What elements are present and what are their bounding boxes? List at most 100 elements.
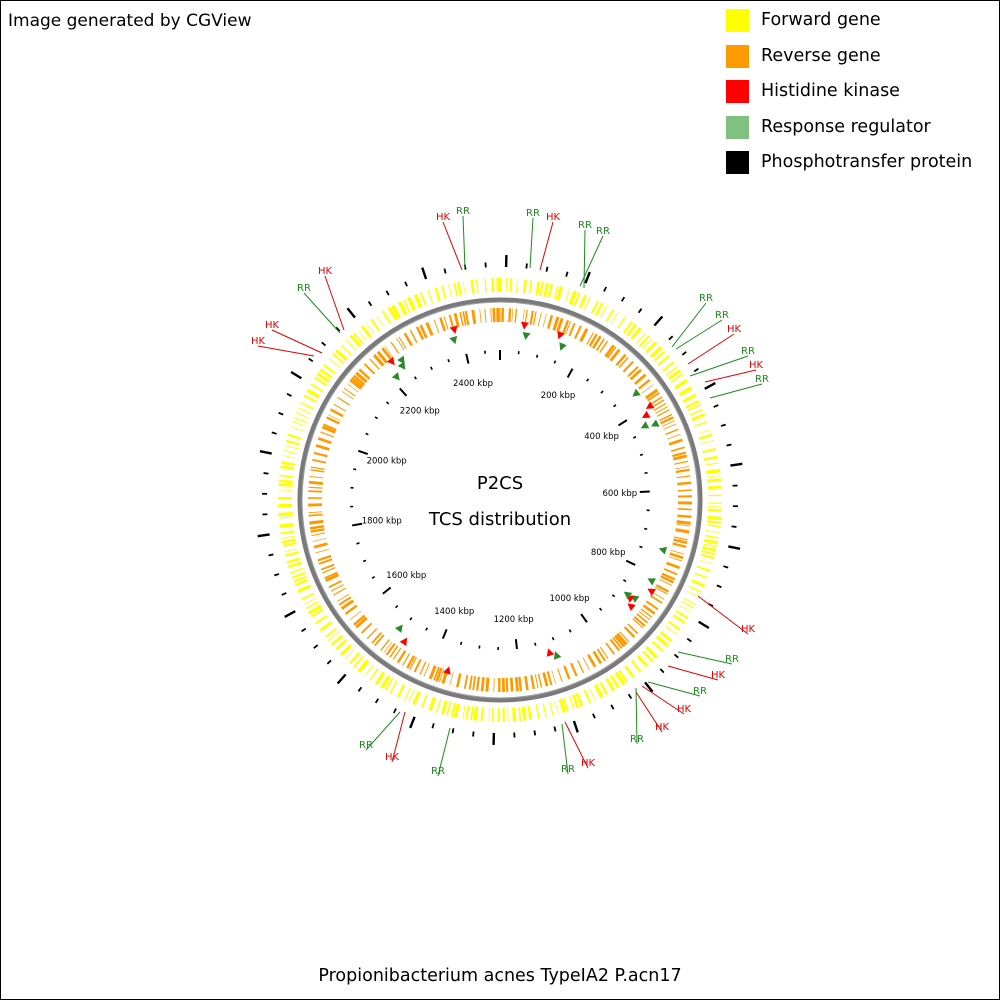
reverse-gene: [627, 365, 639, 378]
histidine-kinase-marker: [443, 666, 451, 675]
forward-gene: [697, 429, 711, 435]
histidine-kinase-marker: [647, 588, 656, 596]
reverse-gene: [485, 677, 490, 692]
forward-gene: [694, 572, 709, 579]
reverse-gene: [663, 568, 678, 576]
forward-gene: [278, 516, 293, 519]
reverse-gene: [529, 310, 534, 325]
forward-gene: [282, 455, 297, 459]
reverse-gene: [439, 668, 445, 683]
ruler-major-tick: [465, 353, 470, 364]
forward-gene: [605, 308, 615, 322]
callout-line: [697, 595, 749, 635]
reverse-gene: [352, 374, 366, 386]
response-regulator-marker: [397, 361, 406, 370]
ruler-minor-tick: [374, 416, 379, 420]
reverse-gene: [341, 390, 354, 400]
callout-line: [442, 221, 463, 271]
response-regulator-marker: [391, 372, 400, 381]
outer-tick: [637, 308, 643, 314]
reverse-gene: [355, 616, 368, 629]
forward-gene: [434, 287, 441, 302]
outer-tick: [278, 411, 284, 416]
ruler-minor-tick: [425, 627, 428, 631]
outer-tick: [374, 698, 380, 704]
forward-gene: [678, 386, 693, 397]
outer-tick: [720, 423, 726, 427]
forward-gene: [328, 358, 341, 368]
reverse-gene: [449, 671, 454, 686]
forward-gene: [645, 646, 658, 659]
outer-tick: [421, 267, 428, 280]
reverse-gene: [308, 486, 323, 489]
ruler-minor-tick: [356, 542, 360, 545]
reverse-gene: [592, 650, 603, 665]
ruler-minor-tick: [553, 360, 557, 364]
forward-gene: [480, 707, 484, 722]
callout-line: [561, 723, 569, 775]
callout-line: [324, 275, 345, 331]
reverse-gene: [371, 632, 383, 644]
ruler-minor-tick: [409, 617, 413, 621]
forward-gene: [703, 538, 719, 545]
forward-gene: [701, 549, 716, 556]
reverse-gene: [609, 638, 621, 652]
outer-tick: [313, 644, 319, 649]
ruler-tick-label: 800 kbp: [591, 548, 626, 558]
reverse-gene: [308, 513, 323, 517]
reverse-gene: [638, 610, 651, 621]
reverse-gene: [320, 563, 335, 571]
histidine-kinase-marker: [449, 325, 458, 334]
forward-gene: [374, 671, 386, 686]
ruler-major-tick: [352, 522, 363, 527]
reverse-gene: [673, 536, 688, 541]
reverse-gene: [674, 460, 689, 465]
ruler-minor-tick: [447, 358, 450, 363]
reverse-gene: [332, 587, 346, 596]
ruler-tick-label: 1400 kbp: [434, 607, 474, 617]
forward-gene: [284, 548, 298, 553]
forward-gene-track: [277, 277, 722, 723]
outer-tick: [431, 723, 435, 729]
forward-gene: [303, 597, 317, 605]
reverse-gene: [651, 399, 665, 408]
forward-gene: [558, 698, 567, 713]
reverse-gene: [565, 321, 572, 335]
hk-label: HK: [655, 722, 670, 733]
forward-gene: [547, 283, 553, 299]
ruler-minor-tick: [459, 641, 463, 645]
response-regulator-marker: [640, 421, 650, 429]
callout-line: [709, 383, 763, 399]
reverse-gene: [310, 528, 325, 533]
forward-gene: [657, 355, 670, 366]
reverse-gene: [337, 396, 350, 406]
callout-line: [667, 665, 719, 681]
reverse-gene: [588, 333, 598, 347]
outer-tick: [308, 357, 314, 363]
forward-gene: [698, 433, 713, 441]
forward-gene: [665, 625, 677, 635]
reverse-gene: [661, 420, 675, 427]
reverse-gene: [663, 423, 677, 430]
reverse-gene: [660, 416, 674, 425]
forward-gene: [448, 283, 453, 298]
reverse-gene: [622, 360, 634, 373]
forward-gene: [707, 478, 722, 483]
reverse-gene: [389, 645, 399, 658]
forward-gene: [316, 372, 330, 383]
reverse-gene: [308, 480, 323, 485]
forward-gene: [335, 639, 348, 651]
legend-label-histidine-kinase: Histidine kinase: [761, 81, 900, 101]
forward-gene: [522, 279, 528, 294]
reverse-gene: [667, 433, 681, 440]
ruler-minor-tick: [551, 636, 555, 641]
forward-gene: [704, 534, 719, 539]
outer-tick: [681, 351, 687, 356]
reverse-gene: [385, 642, 396, 656]
ruler-minor-tick: [534, 642, 537, 646]
forward-gene: [555, 286, 564, 301]
outer-tick: [723, 565, 729, 569]
outer-tick: [367, 301, 373, 307]
forward-gene: [610, 311, 619, 325]
